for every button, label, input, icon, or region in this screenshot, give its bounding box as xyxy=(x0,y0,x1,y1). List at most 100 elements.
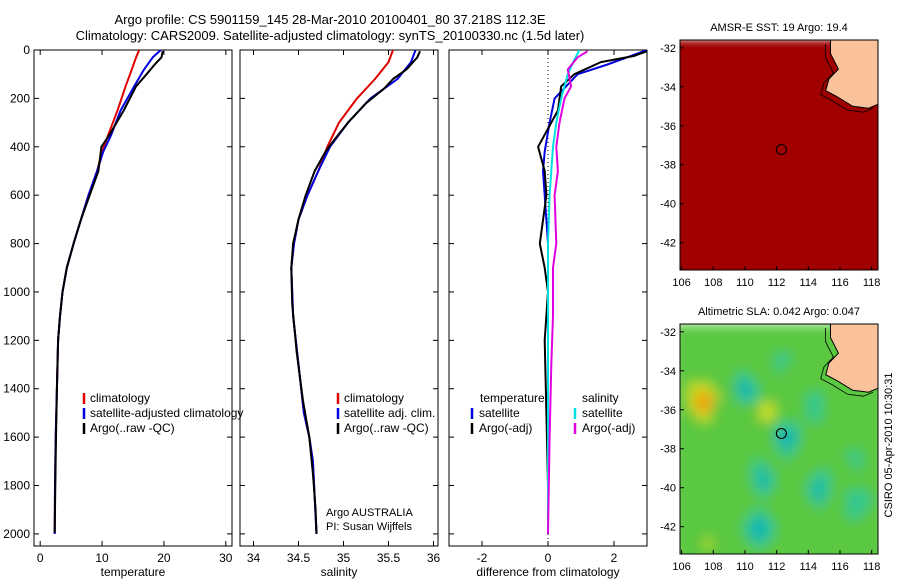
map-cell xyxy=(759,244,768,255)
map-cell xyxy=(767,548,776,554)
map-cell xyxy=(751,59,760,70)
map-cell xyxy=(711,166,721,177)
map-cell xyxy=(846,548,855,554)
map-cell xyxy=(806,382,816,393)
map-cell xyxy=(751,499,760,510)
depth-tick-label: 600 xyxy=(10,188,30,202)
map-cell xyxy=(846,186,855,197)
map-cell xyxy=(783,411,792,422)
map-cell xyxy=(814,460,824,471)
map-cell xyxy=(767,176,776,187)
map-cell xyxy=(711,382,721,393)
map-cell xyxy=(822,353,832,364)
map-cell xyxy=(854,558,863,568)
map-cell xyxy=(687,108,697,119)
map-cell xyxy=(814,234,824,246)
map-cell xyxy=(735,411,744,422)
map-cell xyxy=(790,215,800,226)
map-cell xyxy=(743,431,752,442)
map-cell xyxy=(814,79,824,90)
map-cell xyxy=(814,205,824,216)
map-cell xyxy=(822,440,832,452)
map-cell xyxy=(790,147,800,158)
map-cell xyxy=(838,548,847,554)
map-cell xyxy=(806,234,816,246)
map-cell xyxy=(719,548,729,554)
map-cell xyxy=(767,195,776,207)
map-cell xyxy=(798,450,808,461)
map-cell xyxy=(751,382,760,393)
map-cell xyxy=(735,518,744,530)
map-cell xyxy=(870,127,878,138)
map-cell xyxy=(735,538,744,549)
map-cell xyxy=(783,518,792,530)
map-cell xyxy=(830,176,839,187)
map-cell xyxy=(790,499,800,510)
panel1-xtick-label: 0 xyxy=(37,551,44,565)
map-cell xyxy=(783,431,792,442)
panel1-xlabel: temperature xyxy=(101,565,166,579)
map-cell xyxy=(735,156,744,168)
map-cell xyxy=(822,264,832,270)
map-cell xyxy=(687,324,697,335)
map-cell xyxy=(814,118,824,129)
map-cell xyxy=(822,509,832,520)
map-cell xyxy=(846,195,855,207)
map-cell xyxy=(806,538,816,549)
depth-tick-label: 200 xyxy=(10,91,30,105)
depth-tick-label: 800 xyxy=(10,237,30,251)
map-cell xyxy=(806,79,816,90)
map-cell xyxy=(878,344,887,354)
map-cell xyxy=(743,205,752,216)
map-cell xyxy=(822,548,832,554)
map-cell xyxy=(878,196,887,206)
map-cell xyxy=(798,254,808,265)
map-cell xyxy=(711,372,721,383)
map-cell xyxy=(783,343,792,354)
map-cell xyxy=(735,353,744,364)
map-cell xyxy=(783,225,792,236)
map-cell xyxy=(727,450,736,461)
map-cell xyxy=(806,470,816,481)
map-cell xyxy=(830,147,839,158)
map-cell xyxy=(862,431,871,442)
map-cell xyxy=(751,49,760,60)
map-cell xyxy=(743,509,752,520)
map-cell xyxy=(687,489,697,500)
map-cell xyxy=(711,264,721,270)
map-cell xyxy=(870,166,878,177)
map-cell xyxy=(806,244,816,255)
map-cell xyxy=(680,363,689,374)
panel2-xlabel: salinity xyxy=(321,565,358,579)
map-cell xyxy=(870,392,878,403)
map-cell xyxy=(830,421,839,432)
map-cell xyxy=(822,392,832,403)
map-cell xyxy=(838,254,847,265)
map-sst-ytick-label: -32 xyxy=(660,43,676,55)
map-cell xyxy=(822,402,832,413)
map-cell xyxy=(751,69,760,80)
map-cell xyxy=(735,127,744,138)
map-cell xyxy=(814,548,824,554)
map-cell xyxy=(719,147,729,158)
map-cell xyxy=(719,392,729,403)
map-cell xyxy=(838,499,847,510)
map-cell xyxy=(878,128,887,138)
map-cell xyxy=(878,118,887,128)
map-cell xyxy=(759,382,768,393)
map-cell xyxy=(727,118,736,129)
map-cell xyxy=(751,244,760,255)
map-cell xyxy=(830,137,839,148)
map-cell xyxy=(814,195,824,207)
map-cell xyxy=(846,489,855,500)
map-cell xyxy=(751,176,760,187)
map-cell xyxy=(790,353,800,364)
map-cell xyxy=(711,489,721,500)
map-cell xyxy=(838,479,847,491)
map-cell xyxy=(846,421,855,432)
map-cell xyxy=(703,479,713,491)
panel1-series-group xyxy=(53,50,164,534)
map-cell xyxy=(735,440,744,452)
legend-label: satellite-adjusted climatology xyxy=(90,406,243,420)
map-cell xyxy=(806,176,816,187)
